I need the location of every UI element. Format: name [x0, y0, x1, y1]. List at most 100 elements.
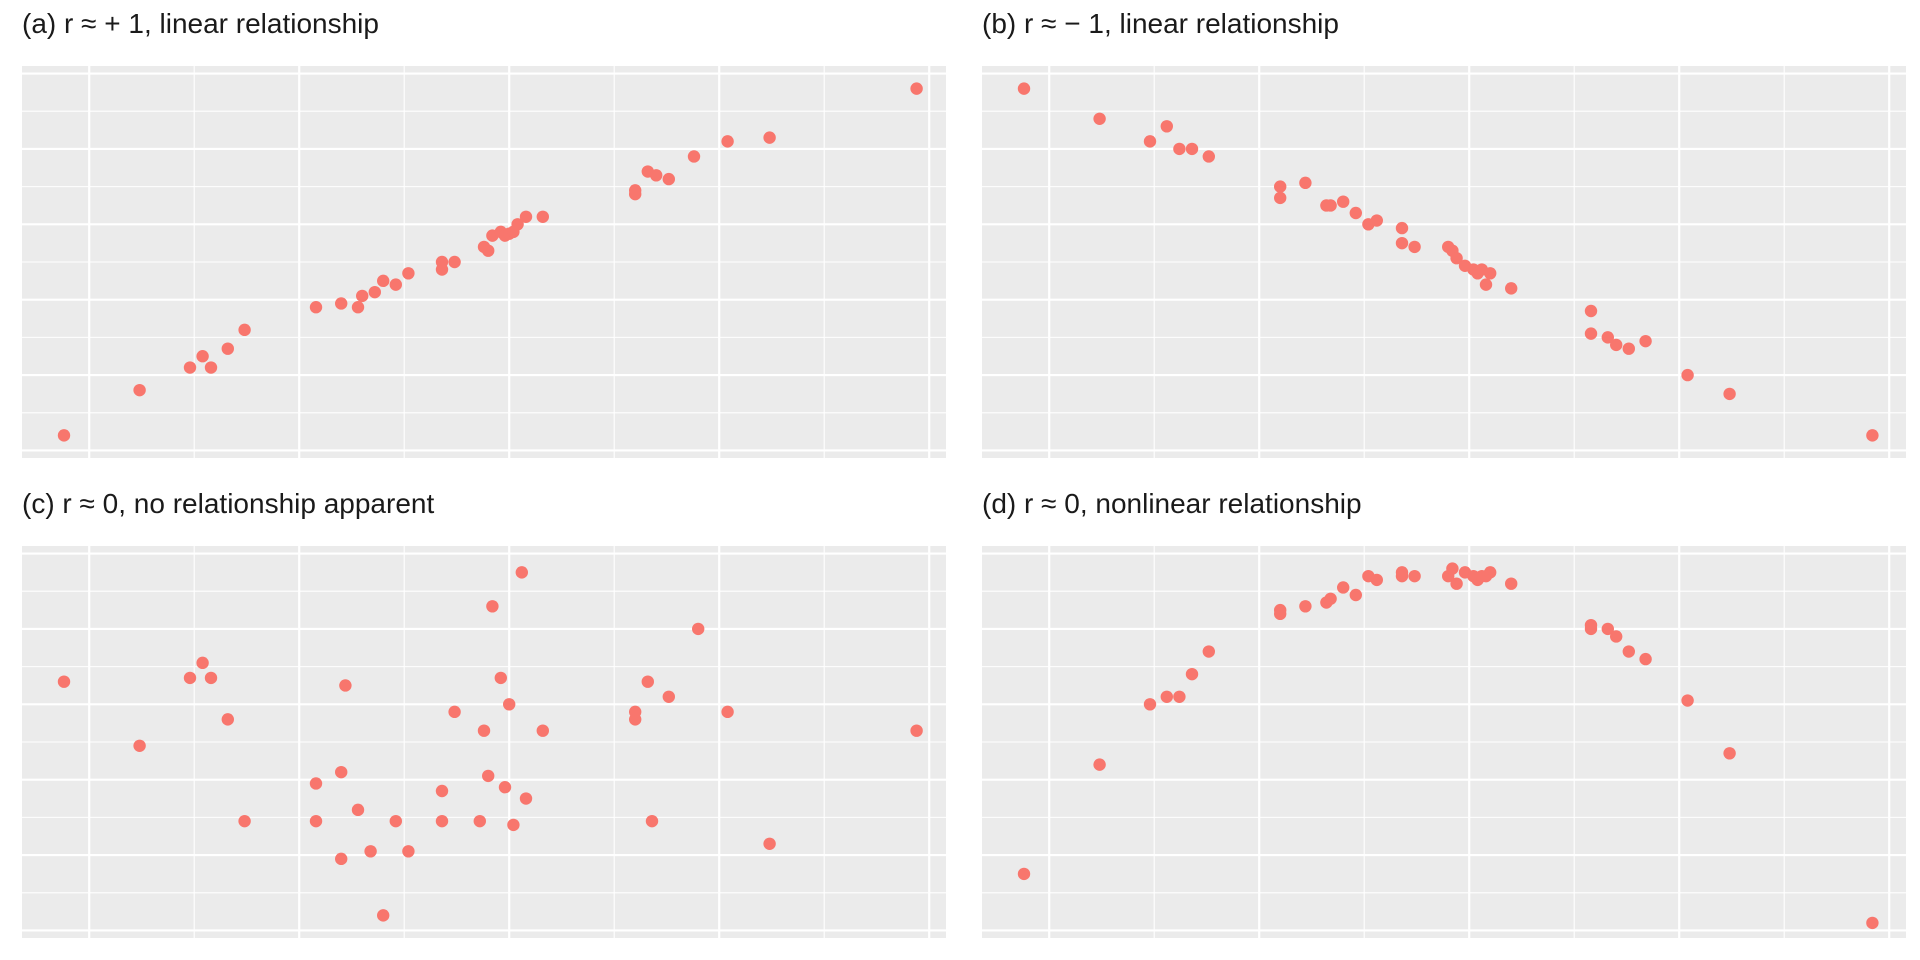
data-point: [402, 845, 415, 858]
data-point: [133, 383, 146, 397]
data-point: [536, 724, 549, 737]
data-point: [1395, 566, 1409, 579]
data-point: [1185, 667, 1199, 681]
data-point: [204, 671, 218, 685]
data-point: [662, 690, 675, 703]
data-point: [1274, 607, 1287, 621]
data-point: [1622, 645, 1635, 658]
data-point: [1349, 206, 1362, 220]
data-point: [1866, 916, 1879, 930]
data-point: [482, 769, 495, 783]
data-point: [1143, 135, 1157, 148]
data-point: [641, 675, 654, 688]
data-point: [687, 150, 701, 163]
data-point: [238, 323, 251, 337]
data-point: [763, 131, 776, 144]
data-point: [1484, 267, 1497, 280]
data-point: [1093, 758, 1106, 771]
data-point: [1274, 191, 1287, 205]
data-point: [629, 705, 642, 719]
data-point: [1446, 562, 1459, 575]
data-point: [339, 679, 352, 692]
panel-b: (b) r ≈ − 1, linear relationship: [960, 0, 1920, 480]
data-point: [1143, 698, 1157, 711]
data-point: [1337, 195, 1350, 208]
data-point: [1622, 342, 1635, 355]
data-point: [196, 656, 209, 670]
panel-c: (c) r ≈ 0, no relationship apparent: [0, 480, 960, 960]
data-point: [351, 803, 365, 817]
data-point: [645, 814, 659, 828]
data-point: [1337, 581, 1350, 594]
data-point: [377, 909, 390, 922]
data-point: [57, 675, 71, 688]
data-point: [1093, 112, 1106, 125]
data-point: [1584, 618, 1598, 632]
data-point: [1584, 327, 1598, 340]
data-point: [1370, 573, 1383, 587]
data-point: [377, 274, 390, 288]
data-point: [1479, 278, 1493, 291]
data-point: [1450, 252, 1463, 265]
data-point: [503, 698, 516, 711]
data-point: [196, 350, 209, 363]
data-point: [1601, 622, 1614, 636]
scatter-plot-a: [22, 66, 946, 458]
data-point: [435, 814, 449, 828]
data-point: [1681, 694, 1694, 707]
data-point: [238, 814, 251, 828]
data-point: [662, 172, 675, 186]
data-point: [183, 671, 197, 685]
data-point: [1173, 142, 1186, 156]
data-point: [1349, 588, 1362, 602]
data-point: [356, 289, 369, 303]
data-point: [204, 361, 218, 374]
data-point: [763, 837, 776, 850]
data-point: [1723, 387, 1736, 401]
data-point: [389, 278, 402, 291]
data-point: [364, 845, 377, 858]
data-point: [221, 342, 234, 355]
data-point: [1866, 429, 1879, 442]
data-point: [650, 169, 663, 182]
data-point: [1601, 331, 1614, 344]
data-point: [477, 724, 491, 737]
data-point: [1274, 180, 1287, 193]
data-point: [910, 724, 923, 737]
data-point: [1450, 577, 1463, 590]
data-point: [368, 285, 381, 299]
scatter-plot-b: [982, 66, 1906, 458]
data-point: [1324, 592, 1337, 605]
data-point: [498, 781, 512, 794]
data-point: [910, 82, 923, 95]
data-point: [629, 184, 642, 197]
data-point: [309, 777, 323, 790]
data-point: [692, 622, 705, 636]
data-point: [183, 361, 197, 374]
data-point: [1160, 690, 1173, 703]
data-point: [335, 297, 348, 310]
data-point: [1408, 240, 1421, 254]
panel-d: (d) r ≈ 0, nonlinear relationship: [960, 480, 1920, 960]
data-point: [1370, 214, 1383, 227]
data-point: [1584, 304, 1598, 318]
data-point: [482, 244, 495, 257]
data-point: [1408, 569, 1421, 583]
data-point: [435, 784, 449, 798]
data-point: [1017, 867, 1031, 881]
panel-title: (a) r ≈ + 1, linear relationship: [22, 8, 379, 39]
data-point: [515, 566, 528, 579]
data-point: [309, 814, 323, 828]
panel-title: (b) r ≈ − 1, linear relationship: [982, 8, 1339, 39]
data-point: [309, 301, 323, 314]
scatter-plot-c: [22, 546, 946, 938]
data-point: [1324, 199, 1337, 212]
data-point: [1202, 645, 1215, 658]
data-point: [1610, 338, 1623, 352]
data-point: [133, 739, 146, 752]
data-point: [473, 814, 486, 828]
panel-title: (c) r ≈ 0, no relationship apparent: [22, 488, 435, 519]
data-point: [1299, 600, 1312, 613]
data-point: [536, 210, 549, 223]
